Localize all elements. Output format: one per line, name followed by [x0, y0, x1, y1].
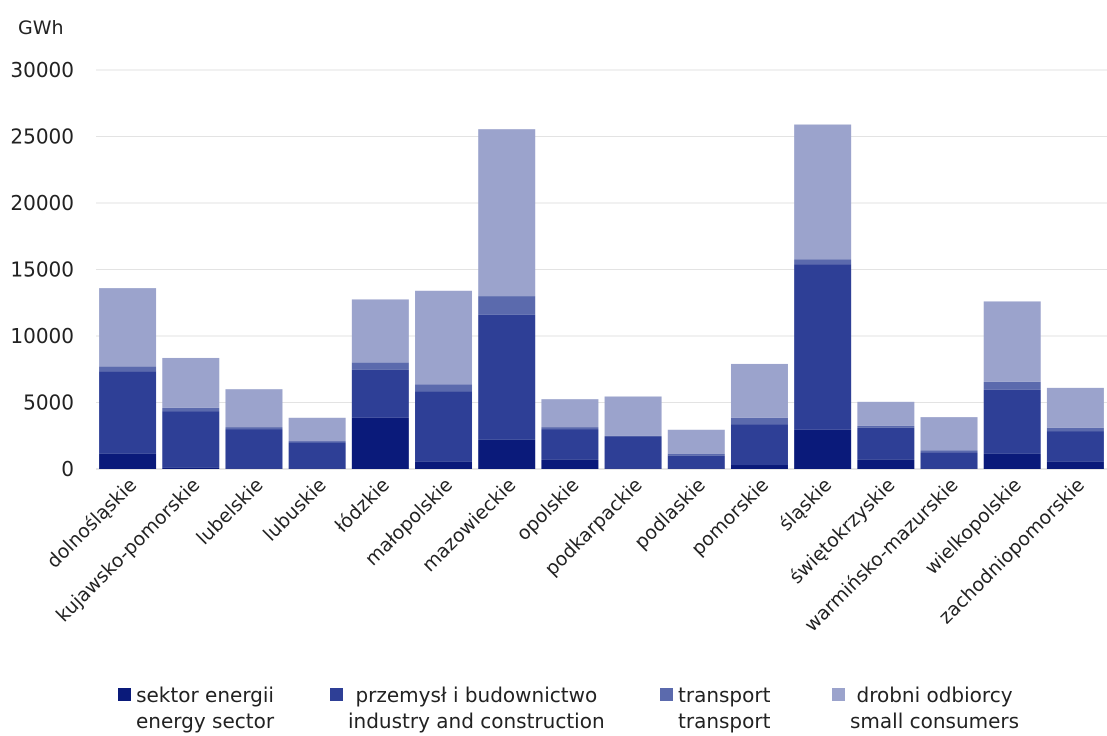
bar-segment: [415, 461, 473, 469]
bar-segment: [541, 459, 599, 469]
x-tick-label: łódzkie: [331, 474, 394, 537]
y-axis-ticks: 0 5000 10000 15000 20000 25000 30000: [10, 58, 74, 481]
bar-segment: [794, 124, 852, 260]
bar-segment: [667, 468, 725, 469]
legend-label: drobni odbiorcy: [856, 683, 1013, 707]
bar-segment: [99, 288, 157, 367]
bar-segment: [857, 427, 915, 460]
bar-segment: [604, 436, 662, 469]
legend-item-transport: transport transport: [660, 682, 770, 734]
bar-segment: [730, 424, 788, 466]
bar-segment: [983, 453, 1041, 469]
bar-segment: [730, 465, 788, 469]
bar-segment: [857, 425, 915, 428]
legend-item-small-consumers: drobni odbiorcy small consumers: [832, 682, 1019, 734]
bar-segment: [351, 417, 409, 469]
bar-segment: [288, 442, 346, 469]
bar-segment: [857, 459, 915, 469]
bar-segment: [920, 452, 978, 469]
bar-segment: [857, 401, 915, 426]
bar-segment: [99, 366, 157, 372]
x-tick-label: lubuskie: [259, 474, 331, 546]
bar-segment: [225, 389, 283, 428]
y-tick-label: 25000: [10, 125, 74, 149]
bar-segment: [162, 467, 220, 469]
legend-label-en: energy sector: [136, 709, 275, 733]
bar-segment: [288, 468, 346, 469]
bar-segment: [225, 429, 283, 469]
bar-segment: [730, 417, 788, 425]
bar-segment: [541, 429, 599, 460]
bar-segment: [162, 411, 220, 468]
legend-label: transport: [678, 683, 771, 707]
legend-swatch: [832, 688, 845, 701]
y-tick-label: 20000: [10, 191, 74, 215]
bar-segment: [415, 384, 473, 392]
legend-label: sektor energii: [136, 683, 274, 707]
bar-segment: [225, 468, 283, 469]
bar-segment: [478, 314, 536, 440]
bar-segment: [794, 259, 852, 265]
legend-item-industry: przemysł i budownictwo industry and cons…: [330, 682, 605, 734]
bar-segment: [225, 427, 283, 430]
bar-segment: [99, 371, 157, 454]
bars: [99, 124, 1104, 469]
x-axis-ticks: dolnośląskiekujawsko-pomorskielubelskiel…: [43, 474, 1089, 636]
bar-segment: [541, 399, 599, 428]
bar-segment: [794, 264, 852, 430]
bar-segment: [288, 417, 346, 442]
bar-segment: [478, 129, 536, 297]
bar-segment: [667, 453, 725, 456]
y-tick-label: 30000: [10, 58, 74, 82]
legend-swatch: [118, 688, 131, 701]
bar-segment: [604, 396, 662, 436]
legend-item-energy-sector: sektor energii energy sector: [118, 682, 274, 734]
x-tick-label: lubelskie: [192, 474, 267, 549]
bar-segment: [415, 290, 473, 385]
bar-segment: [1046, 387, 1104, 428]
bar-segment: [162, 357, 220, 408]
bar-segment: [983, 389, 1041, 454]
bar-segment: [99, 453, 157, 469]
y-tick-label: 10000: [10, 324, 74, 348]
legend-swatch: [660, 688, 673, 701]
legend-label-en: small consumers: [850, 709, 1020, 733]
bar-segment: [667, 455, 725, 469]
bar-segment: [478, 439, 536, 469]
bar-segment: [1046, 461, 1104, 469]
bar-segment: [604, 435, 662, 437]
legend: sektor energii energy sector przemysł i …: [0, 682, 1107, 736]
y-tick-label: 5000: [23, 391, 74, 415]
bar-segment: [983, 301, 1041, 382]
bar-segment: [730, 363, 788, 418]
legend-label-en: transport: [678, 709, 771, 733]
bar-segment: [1046, 431, 1104, 462]
y-tick-label: 15000: [10, 258, 74, 282]
bar-segment: [794, 429, 852, 469]
bar-segment: [1046, 427, 1104, 432]
stacked-bar-chart: GWh 0 5000 10000 15000 20000 25000 30000 dolno…: [10, 17, 1107, 636]
bar-segment: [351, 369, 409, 418]
bar-segment: [478, 296, 536, 315]
legend-swatch: [330, 688, 343, 701]
x-tick-label: śląskie: [775, 474, 836, 535]
bar-segment: [162, 407, 220, 412]
bar-segment: [541, 427, 599, 430]
bar-segment: [604, 468, 662, 469]
bar-segment: [920, 417, 978, 451]
bar-segment: [288, 441, 346, 443]
bar-segment: [415, 391, 473, 462]
legend-label: przemysł i budownictwo: [355, 683, 598, 707]
unit-label: GWh: [18, 17, 64, 39]
legend-label-en: industry and construction: [348, 709, 605, 733]
bar-segment: [667, 429, 725, 454]
bar-segment: [983, 381, 1041, 390]
bar-segment: [351, 299, 409, 363]
y-tick-label: 0: [61, 457, 74, 481]
bar-segment: [351, 362, 409, 370]
bar-segment: [920, 450, 978, 453]
bar-segment: [920, 468, 978, 469]
